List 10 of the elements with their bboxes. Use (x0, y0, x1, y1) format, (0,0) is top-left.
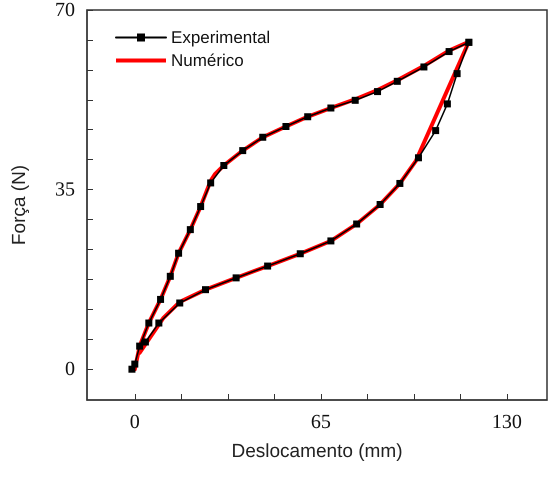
y-tick-label: 70 (55, 0, 75, 21)
x-axis-title: Deslocamento (mm) (231, 441, 403, 462)
y-axis-title: Força (N) (9, 164, 30, 246)
legend-label: Numérico (171, 51, 244, 70)
x-tick-label: 130 (492, 411, 522, 433)
legend-label: Experimental (171, 28, 270, 47)
x-tick-label: 65 (310, 411, 331, 433)
y-tick-label: 35 (55, 178, 75, 201)
y-tick-label: 0 (65, 358, 75, 380)
x-tick-label: 0 (130, 411, 140, 433)
